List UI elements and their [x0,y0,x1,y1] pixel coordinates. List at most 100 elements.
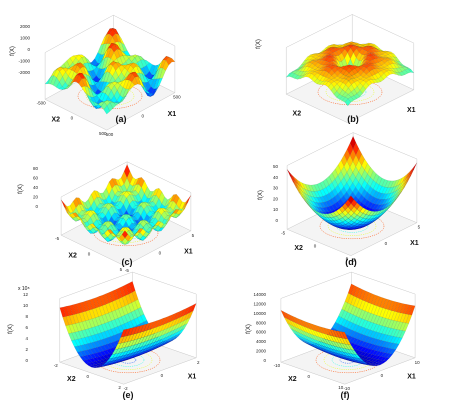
z-tick-label: 80 [33,166,39,171]
z-tick-label: 12000 [253,301,266,306]
z-tick-label: 0 [263,358,266,363]
y-tick-label: 0 [314,244,317,249]
y-axis-label: X2 [68,253,77,260]
z-exponent-label: x 10⁸ [18,286,30,292]
panels: f(X)200010000-1000-2000-5000500-5000500X… [8,14,421,391]
surface-facet [103,105,110,115]
x-axis-label: X1 [407,373,416,380]
box-edge [280,271,416,299]
y-tick-label: -5 [55,236,59,241]
y-tick-label: 0 [88,252,91,257]
z-tick-label: 10 [23,303,29,308]
z-tick-label: 8000 [256,320,267,325]
z-axis-label: f(X) [18,184,24,194]
box-edge [44,14,176,53]
z-tick-label: -2000 [18,70,30,75]
floor-contour [111,353,145,367]
z-tick-label: 0 [275,218,278,223]
x-tick-label: -10 [343,386,350,391]
y-tick-label: -10 [274,363,281,368]
z-axis-label: f(X) [246,324,252,334]
surface-panel-a: f(X)200010000-1000-2000-5000500-5000500X… [10,14,181,137]
y-tick-label: 500 [99,131,107,136]
z-tick-label: 10 [273,207,279,212]
y-axis-label: X2 [288,376,297,383]
x-tick-label: 2 [197,360,200,365]
x-tick-label: 5 [192,233,195,238]
z-tick-label: 10000 [253,311,266,316]
x-tick-label: 0 [161,373,164,378]
x-tick-label: -500 [104,132,114,137]
y-tick-label: -2 [54,363,58,368]
x-tick-label: -5 [125,268,129,273]
box-edge [286,132,417,166]
panel-label-e: (e) [123,390,134,400]
z-tick-label: 50 [273,164,279,169]
z-tick-label: 20 [273,196,279,201]
z-tick-label: 40 [33,185,39,190]
x-tick-label: -5 [351,258,355,263]
z-tick-label: 2000 [256,349,267,354]
z-tick-label: 0 [35,204,38,209]
box-edge [286,14,414,48]
x-tick-label: 10 [415,360,421,365]
z-tick-label: 4 [25,336,28,341]
y-tick-label: -500 [37,100,47,105]
x-axis-label: X1 [168,111,177,118]
panel-label-c: (c) [122,257,133,267]
surface-panel-b: f(X) X1 X2 [256,14,416,124]
x-axis-label: X1 [188,373,197,380]
surface-facet [120,328,128,338]
z-tick-label: 2 [25,347,28,352]
z-tick-label: 60 [33,176,39,181]
y-tick-label: 0 [86,374,89,379]
z-tick-label: 14000 [253,292,266,297]
y-axis-label: X2 [294,245,303,252]
surface-facet [287,169,294,180]
y-axis-label: X2 [67,376,76,383]
y-axis-label: X2 [51,117,60,124]
z-tick-label: 20 [33,195,39,200]
z-tick-label: 0 [27,47,30,52]
z-tick-label: 6 [25,325,28,330]
z-tick-label: 1000 [20,36,31,41]
box-edge [60,161,192,198]
y-tick-label: -5 [281,230,285,235]
box-edge [59,271,197,299]
surface-panel-f: f(X) 14000 12000 10000 8000 6000 4000 2000 0 -10 0… [246,271,421,391]
z-tick-label: 40 [273,175,279,180]
panel-label-f: (f) [341,390,350,400]
x-tick-label: 0 [385,241,388,246]
y-tick-label: 0 [308,374,311,379]
z-tick-label: 2000 [20,24,31,29]
x-tick-label: 5 [418,225,421,230]
surface-facet [344,98,351,107]
panel-labels: (a) (b) (c) (d) (e) (f) [116,114,359,400]
y-tick-label: 2 [118,385,121,390]
y-tick-label: 5 [120,267,123,272]
x-tick-label: -2 [124,386,128,391]
surface-facet [341,331,349,340]
x-tick-label: 0 [159,250,162,255]
z-tick-label: 0 [25,358,28,363]
panel-label-a: (a) [116,114,127,124]
x-tick-label: 0 [142,113,145,118]
z-tick-label: 4000 [256,339,267,344]
x-axis-label: X1 [410,240,419,247]
surface-facet [347,195,354,204]
surface-facet [410,162,417,174]
z-tick-label: 6000 [256,330,267,335]
z-axis-label: f(X) [8,324,14,334]
x-axis-label: X1 [407,107,416,114]
z-axis-label: f(X) [256,39,262,49]
z-tick-label: -1000 [18,59,30,64]
z-tick-label: 30 [273,186,279,191]
floor-contour [335,219,369,233]
x-axis-label: X1 [184,249,193,256]
panel-label-d: (d) [345,257,357,267]
surface-facet [184,195,191,207]
